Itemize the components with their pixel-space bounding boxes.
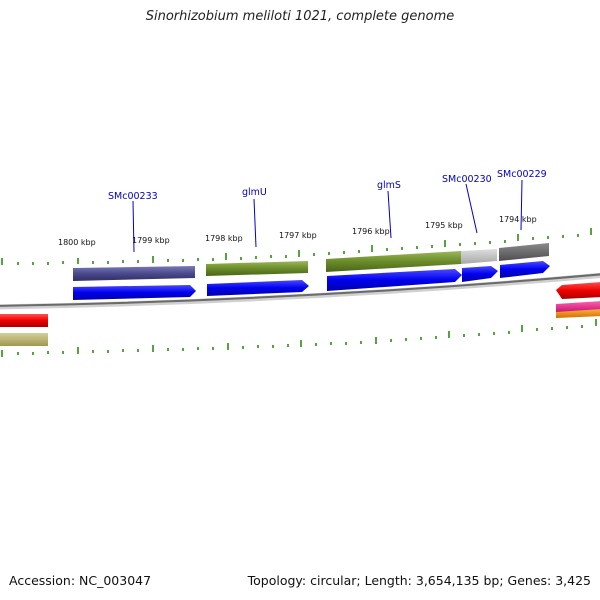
gene-bar-smc00229[interactable] [499,243,549,261]
kbp-labels: 1800 kbp 1799 kbp 1798 kbp 1797 kbp 1796… [58,215,537,247]
feature-red-left[interactable] [0,314,48,327]
cds-arrow-4[interactable] [462,266,498,282]
kbp-label: 1798 kbp [205,234,243,243]
kbp-label: 1799 kbp [132,236,170,245]
gene-label-leaders [132,179,523,253]
map-title: Sinorhizobium meliloti 1021, complete ge… [145,9,455,24]
kbp-label: 1796 kbp [352,227,390,236]
left-features [0,314,48,346]
right-features [556,282,600,318]
feature-khaki-left[interactable] [0,333,48,346]
kbp-label: 1794 kbp [499,215,537,224]
cds-arrow-1[interactable] [73,285,196,300]
cds-arrow-2[interactable] [207,280,309,296]
gene-label-smc00233[interactable]: SMc00233 [108,191,158,202]
gene-bar-smc00233[interactable] [73,266,195,281]
gene-bar-glms[interactable] [326,251,461,272]
kbp-label: 1800 kbp [58,238,96,247]
topology-text: Topology: circular; Length: 3,654,135 bp… [247,573,591,588]
gene-label-glmu[interactable]: glmU [242,187,267,198]
feature-red-right[interactable] [556,282,600,299]
cds-arrow-3[interactable] [327,269,462,291]
gene-bar-glmu[interactable] [206,261,308,276]
gene-label-smc00229[interactable]: SMc00229 [497,169,547,180]
upper-tick-track [1,228,592,265]
gene-label-glms[interactable]: glmS [377,180,401,191]
gene-label-smc00230[interactable]: SMc00230 [442,174,492,185]
upper-gene-bars [73,243,549,281]
kbp-label: 1797 kbp [279,231,317,240]
cds-arrow-5[interactable] [500,261,550,278]
feature-orange-right[interactable] [556,309,600,318]
lower-tick-track [1,319,597,357]
kbp-label: 1795 kbp [425,221,463,230]
gene-bar-smc00230[interactable] [461,249,497,264]
gene-labels: SMc00233 glmU glmS SMc00230 SMc00229 [108,169,547,202]
cds-arrows [73,261,550,300]
accession-text: Accession: NC_003047 [9,573,152,588]
